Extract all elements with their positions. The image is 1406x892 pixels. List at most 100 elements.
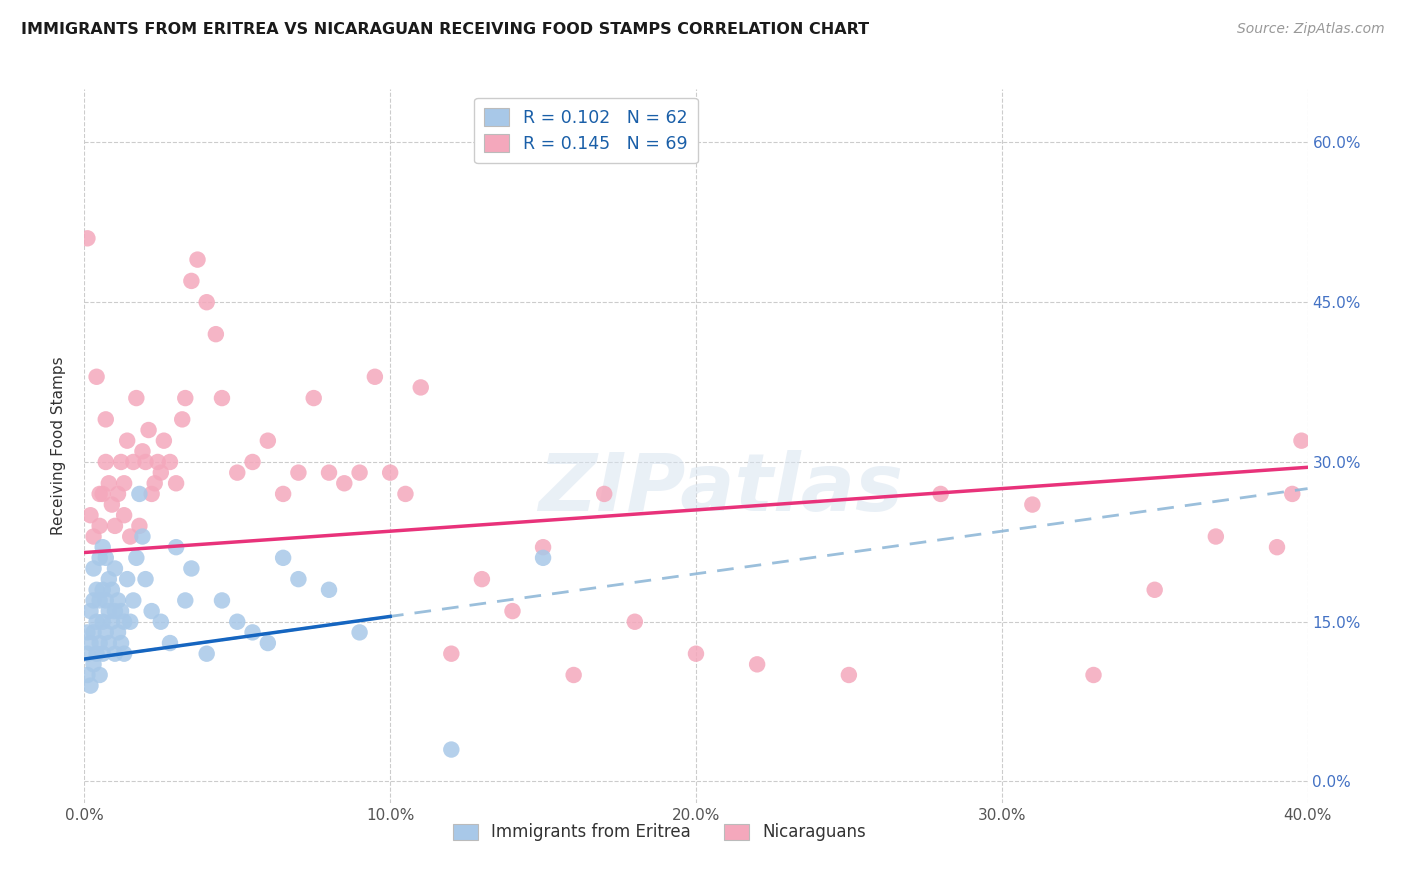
Point	[94, 625, 117, 640]
Point	[287, 466, 309, 480]
Point	[83, 657, 105, 672]
Point	[83, 625, 105, 640]
Y-axis label: Receiving Food Stamps: Receiving Food Stamps	[51, 357, 66, 535]
Point	[1205, 529, 1227, 543]
Point	[91, 647, 114, 661]
Point	[94, 412, 117, 426]
Point	[1143, 582, 1166, 597]
Point	[107, 625, 129, 640]
Point	[1281, 487, 1303, 501]
Point	[76, 625, 98, 640]
Point	[174, 391, 197, 405]
Point	[380, 466, 402, 480]
Point	[1265, 540, 1288, 554]
Point	[110, 604, 132, 618]
Point	[624, 615, 647, 629]
Point	[83, 561, 105, 575]
Point	[110, 636, 132, 650]
Point	[120, 529, 142, 543]
Point	[101, 615, 124, 629]
Point	[205, 327, 228, 342]
Point	[104, 647, 127, 661]
Point	[112, 647, 135, 661]
Point	[318, 466, 340, 480]
Point	[94, 593, 117, 607]
Point	[115, 434, 138, 448]
Legend: Immigrants from Eritrea, Nicaraguans: Immigrants from Eritrea, Nicaraguans	[446, 817, 873, 848]
Point	[101, 498, 124, 512]
Point	[131, 529, 153, 543]
Point	[1291, 434, 1313, 448]
Point	[97, 572, 120, 586]
Point	[120, 615, 142, 629]
Point	[838, 668, 860, 682]
Point	[76, 231, 98, 245]
Point	[149, 466, 172, 480]
Point	[159, 636, 181, 650]
Point	[89, 593, 111, 607]
Point	[180, 274, 202, 288]
Point	[471, 572, 494, 586]
Point	[138, 423, 160, 437]
Point	[180, 561, 202, 575]
Point	[271, 550, 294, 565]
Point	[89, 487, 111, 501]
Point	[195, 647, 218, 661]
Point	[242, 455, 264, 469]
Point	[141, 487, 163, 501]
Point	[83, 529, 105, 543]
Point	[91, 582, 114, 597]
Point	[79, 604, 101, 618]
Point	[94, 455, 117, 469]
Point	[97, 636, 120, 650]
Point	[141, 604, 163, 618]
Point	[186, 252, 208, 267]
Point	[409, 380, 432, 394]
Point	[86, 369, 108, 384]
Point	[747, 657, 769, 672]
Point	[242, 625, 264, 640]
Point	[685, 647, 707, 661]
Point	[91, 487, 114, 501]
Point	[128, 487, 150, 501]
Point	[287, 572, 309, 586]
Point	[159, 455, 181, 469]
Point	[89, 550, 111, 565]
Point	[135, 455, 157, 469]
Text: ZIPatlas: ZIPatlas	[538, 450, 903, 528]
Point	[146, 455, 169, 469]
Point	[257, 636, 280, 650]
Point	[226, 615, 249, 629]
Point	[125, 391, 148, 405]
Point	[131, 444, 153, 458]
Point	[110, 455, 132, 469]
Point	[83, 593, 105, 607]
Point	[122, 455, 145, 469]
Point	[349, 625, 371, 640]
Point	[76, 668, 98, 682]
Point	[1021, 498, 1043, 512]
Point	[79, 508, 101, 523]
Point	[143, 476, 166, 491]
Point	[89, 636, 111, 650]
Point	[531, 550, 554, 565]
Point	[94, 550, 117, 565]
Point	[226, 466, 249, 480]
Point	[101, 582, 124, 597]
Point	[195, 295, 218, 310]
Point	[440, 742, 463, 756]
Point	[91, 615, 114, 629]
Point	[318, 582, 340, 597]
Point	[122, 593, 145, 607]
Point	[149, 615, 172, 629]
Point	[593, 487, 616, 501]
Point	[112, 615, 135, 629]
Point	[211, 391, 233, 405]
Point	[153, 434, 176, 448]
Point	[107, 487, 129, 501]
Point	[104, 604, 127, 618]
Point	[165, 476, 187, 491]
Point	[333, 476, 356, 491]
Point	[165, 540, 187, 554]
Point	[172, 412, 194, 426]
